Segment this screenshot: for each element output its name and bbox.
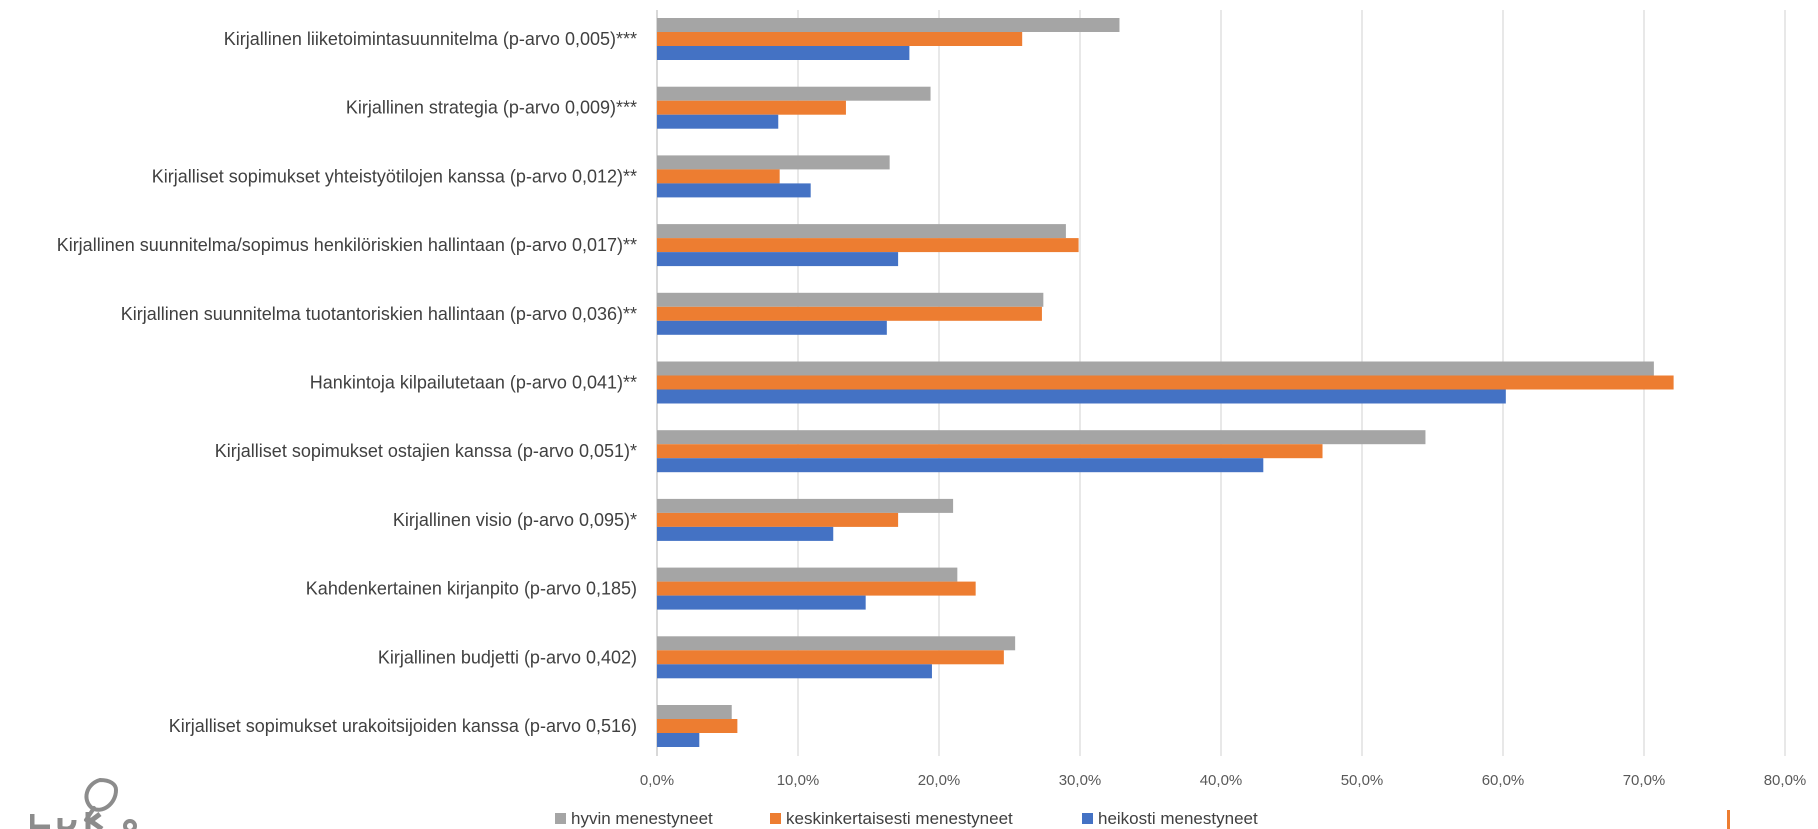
bar-hyvin-10: [657, 705, 732, 719]
bar-keskinkertaisesti-10: [657, 719, 738, 733]
bar-keskinkertaisesti-8: [657, 581, 976, 596]
category-labels: Kirjallinen liiketoimintasuunnitelma (p-…: [57, 29, 637, 736]
bar-hyvin-6: [657, 430, 1426, 445]
category-label: Hankintoja kilpailutetaan (p-arvo 0,041)…: [310, 373, 637, 393]
legend-swatch-heikosti: [1082, 813, 1093, 824]
accent-tick-mark: [1727, 810, 1730, 829]
bar-heikosti-9: [657, 664, 932, 679]
x-tick-label: 0,0%: [640, 772, 674, 789]
category-label: Kirjallinen suunnitelma/sopimus henkilör…: [57, 235, 637, 255]
category-label: Kirjallinen suunnitelma tuotantoriskien …: [121, 304, 637, 324]
bar-keskinkertaisesti-4: [657, 306, 1042, 321]
bar-heikosti-6: [657, 458, 1264, 473]
category-label: Kirjalliset sopimukset ostajien kanssa (…: [215, 441, 637, 461]
bar-heikosti-1: [657, 114, 779, 129]
bar-heikosti-0: [657, 46, 910, 60]
category-label: Kirjalliset sopimukset urakoitsijoiden k…: [169, 716, 637, 736]
category-label: Kahdenkertainen kirjanpito (p-arvo 0,185…: [306, 579, 637, 599]
x-tick-label: 20,0%: [918, 772, 961, 789]
legend-label-keskinkertaisesti: keskinkertaisesti menestyneet: [786, 809, 1013, 828]
bar-hyvin-7: [657, 498, 954, 513]
category-label: Kirjallinen budjetti (p-arvo 0,402): [378, 647, 637, 667]
x-tick-label: 60,0%: [1482, 772, 1525, 789]
bar-keskinkertaisesti-7: [657, 512, 899, 527]
x-tick-label: 70,0%: [1623, 772, 1666, 789]
bar-hyvin-1: [657, 86, 931, 101]
bar-heikosti-2: [657, 183, 811, 198]
x-tick-label: 30,0%: [1059, 772, 1102, 789]
bar-keskinkertaisesti-6: [657, 444, 1323, 459]
category-label: Kirjalliset sopimukset yhteistyötilojen …: [152, 166, 637, 186]
bar-heikosti-3: [657, 252, 899, 267]
x-tick-label: 40,0%: [1200, 772, 1243, 789]
leaf-logo-icon: [30, 778, 137, 829]
bar-hyvin-9: [657, 636, 1016, 651]
bar-hyvin-4: [657, 292, 1044, 307]
legend-label-heikosti: heikosti menestyneet: [1098, 809, 1258, 828]
bar-hyvin-0: [657, 18, 1120, 32]
bar-keskinkertaisesti-0: [657, 32, 1023, 46]
bar-heikosti-5: [657, 389, 1506, 404]
legend-swatch-hyvin: [555, 813, 566, 824]
bar-keskinkertaisesti-3: [657, 238, 1079, 253]
bar-heikosti-8: [657, 595, 866, 610]
x-tick-label: 80,0%: [1764, 772, 1807, 789]
bar-hyvin-5: [657, 361, 1654, 376]
bar-keskinkertaisesti-2: [657, 169, 780, 184]
x-tick-label: 10,0%: [777, 772, 820, 789]
bar-keskinkertaisesti-1: [657, 100, 846, 115]
bar-heikosti-10: [657, 733, 700, 747]
x-axis-tick-labels: 0,0% 10,0% 20,0% 30,0% 40,0% 50,0% 60,0% 70,0% 8…: [640, 772, 1806, 789]
bar-heikosti-4: [657, 320, 887, 335]
legend-swatch-keskinkertaisesti: [770, 813, 781, 824]
bar-heikosti-7: [657, 526, 834, 541]
legend: hyvin menestyneet keskinkertaisesti menes…: [555, 809, 1258, 828]
bars: [657, 18, 1674, 747]
category-label: Kirjallinen strategia (p-arvo 0,009)***: [346, 98, 637, 118]
bar-keskinkertaisesti-5: [657, 375, 1674, 390]
x-tick-label: 50,0%: [1341, 772, 1384, 789]
bar-hyvin-8: [657, 567, 958, 582]
category-label: Kirjallinen liiketoimintasuunnitelma (p-…: [224, 29, 637, 49]
bar-hyvin-2: [657, 155, 890, 170]
category-label: Kirjallinen visio (p-arvo 0,095)*: [393, 510, 637, 530]
bar-keskinkertaisesti-9: [657, 650, 1004, 665]
bar-hyvin-3: [657, 224, 1066, 239]
legend-label-hyvin: hyvin menestyneet: [571, 809, 713, 828]
